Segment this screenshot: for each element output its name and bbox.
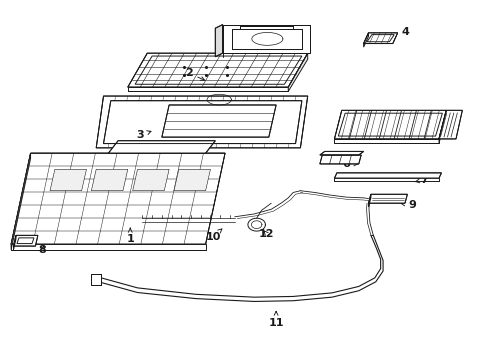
- Polygon shape: [103, 101, 301, 144]
- Polygon shape: [334, 173, 441, 178]
- Text: 7: 7: [414, 175, 427, 185]
- Polygon shape: [132, 169, 169, 191]
- Polygon shape: [174, 169, 210, 191]
- Polygon shape: [368, 194, 407, 203]
- Polygon shape: [11, 153, 30, 249]
- Polygon shape: [14, 235, 38, 246]
- Polygon shape: [232, 29, 301, 49]
- Polygon shape: [215, 24, 222, 57]
- Text: 2: 2: [184, 68, 204, 80]
- Text: 5: 5: [412, 114, 420, 124]
- Polygon shape: [363, 33, 368, 47]
- Text: 10: 10: [205, 229, 222, 242]
- Polygon shape: [127, 53, 307, 87]
- Polygon shape: [14, 235, 16, 249]
- Polygon shape: [162, 105, 276, 137]
- Text: 1: 1: [126, 228, 134, 244]
- Polygon shape: [438, 111, 461, 139]
- Polygon shape: [319, 155, 361, 164]
- Text: 6: 6: [342, 159, 357, 169]
- Text: 4: 4: [391, 27, 408, 37]
- Polygon shape: [91, 274, 101, 285]
- Polygon shape: [127, 87, 287, 91]
- Polygon shape: [287, 53, 307, 91]
- Text: 8: 8: [39, 245, 46, 255]
- Polygon shape: [91, 169, 127, 191]
- Polygon shape: [334, 111, 446, 139]
- Text: 11: 11: [268, 311, 283, 328]
- Polygon shape: [438, 111, 446, 143]
- Text: 9: 9: [400, 200, 415, 210]
- Polygon shape: [222, 24, 309, 53]
- Polygon shape: [368, 194, 370, 207]
- Text: 12: 12: [258, 229, 274, 239]
- Polygon shape: [50, 169, 86, 191]
- Polygon shape: [11, 244, 205, 249]
- Polygon shape: [334, 139, 438, 143]
- Polygon shape: [108, 141, 215, 153]
- Polygon shape: [239, 26, 292, 29]
- Polygon shape: [363, 33, 397, 44]
- Polygon shape: [96, 96, 307, 148]
- Text: 3: 3: [136, 130, 151, 140]
- Polygon shape: [11, 153, 224, 244]
- Polygon shape: [319, 152, 363, 155]
